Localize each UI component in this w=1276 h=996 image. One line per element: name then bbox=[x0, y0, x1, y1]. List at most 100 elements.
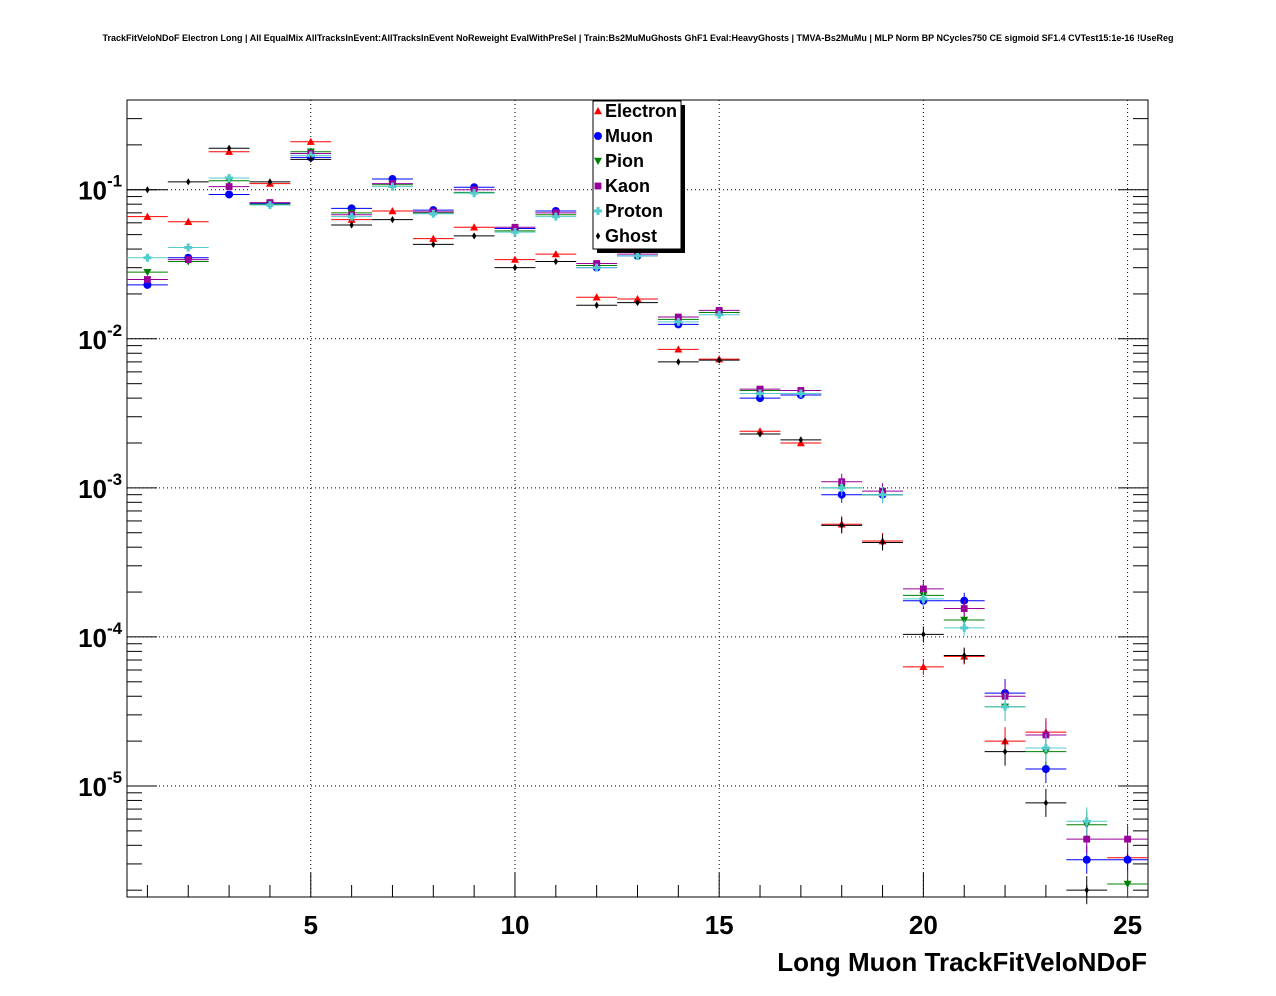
data-point bbox=[143, 212, 152, 220]
data-point bbox=[676, 358, 681, 366]
data-point bbox=[431, 240, 436, 248]
data-point bbox=[1123, 855, 1132, 864]
series-pion bbox=[127, 148, 1148, 899]
data-point bbox=[267, 178, 273, 186]
data-point bbox=[225, 183, 233, 190]
data-point bbox=[1082, 817, 1091, 826]
data-point bbox=[880, 538, 885, 547]
data-point bbox=[347, 212, 356, 221]
data-point bbox=[390, 216, 395, 224]
data-point bbox=[184, 243, 193, 252]
data-point bbox=[470, 189, 479, 198]
data-point bbox=[225, 190, 234, 199]
data-point bbox=[919, 662, 928, 671]
data-point bbox=[633, 294, 642, 303]
data-point bbox=[265, 201, 274, 210]
legend-marker-muon bbox=[594, 132, 602, 140]
data-point bbox=[635, 298, 640, 307]
chart-title: TrackFitVeloNDoF Electron Long | All Equ… bbox=[102, 33, 1174, 43]
y-tick-label: 10 bbox=[78, 325, 107, 355]
data-point bbox=[592, 293, 601, 301]
data-point bbox=[1082, 855, 1091, 864]
data-point bbox=[388, 207, 397, 215]
data-point bbox=[839, 521, 844, 530]
data-point bbox=[1083, 835, 1091, 843]
data-point bbox=[306, 151, 315, 160]
data-point bbox=[184, 256, 192, 263]
data-point bbox=[1041, 765, 1050, 774]
data-point bbox=[1043, 799, 1049, 807]
legend-entries: Electron Muon Pion Kaon Proton Ghost bbox=[594, 101, 677, 246]
legend-label-electron: Electron bbox=[605, 101, 677, 121]
legend-marker-electron bbox=[594, 107, 602, 115]
data-point bbox=[921, 630, 926, 638]
data-point bbox=[512, 264, 518, 272]
data-point bbox=[429, 234, 438, 242]
data-point bbox=[962, 651, 967, 660]
data-point bbox=[143, 253, 152, 262]
data-point bbox=[551, 250, 560, 258]
data-point bbox=[674, 313, 682, 321]
x-tick-label: 20 bbox=[909, 910, 938, 940]
x-tick-label: 10 bbox=[501, 910, 530, 940]
legend-marker-kaon bbox=[594, 182, 602, 190]
data-point bbox=[960, 605, 968, 612]
data-point bbox=[510, 255, 519, 263]
data-point bbox=[878, 490, 887, 499]
x-tick-label: 15 bbox=[705, 910, 734, 940]
data-point bbox=[511, 223, 519, 231]
data-point bbox=[757, 430, 763, 438]
data-point bbox=[674, 345, 683, 353]
x-tick-label: 5 bbox=[304, 910, 318, 940]
data-point bbox=[756, 389, 765, 398]
data-point bbox=[144, 276, 151, 283]
data-point bbox=[1002, 748, 1008, 756]
data-point bbox=[633, 251, 642, 260]
data-point bbox=[510, 228, 519, 237]
data-point bbox=[756, 385, 764, 393]
data-point bbox=[184, 217, 193, 225]
x-axis-label: Long Muon TrackFitVeloNDoF bbox=[777, 947, 1147, 977]
data-point bbox=[1124, 835, 1131, 843]
series-ghost bbox=[127, 144, 1108, 905]
data-point bbox=[715, 310, 724, 319]
data-point bbox=[919, 585, 927, 593]
data-point bbox=[429, 209, 438, 218]
data-point bbox=[226, 144, 232, 152]
series-muon bbox=[127, 153, 1148, 874]
data-point bbox=[388, 182, 397, 191]
data-point bbox=[1123, 880, 1132, 889]
x-tick-label: 25 bbox=[1113, 910, 1142, 940]
data-point bbox=[186, 178, 191, 186]
data-point bbox=[716, 356, 722, 364]
legend-marker-ghost bbox=[595, 232, 601, 240]
data-point bbox=[308, 155, 313, 163]
data-point bbox=[674, 317, 683, 326]
y-tick-exponent: -3 bbox=[107, 470, 122, 489]
legend-label-pion: Pion bbox=[605, 151, 644, 171]
data-point bbox=[1084, 886, 1089, 894]
y-tick-exponent: -4 bbox=[107, 619, 123, 638]
data-point bbox=[553, 257, 559, 266]
y-tick-label: 10 bbox=[78, 176, 107, 206]
y-tick-label: 10 bbox=[78, 623, 107, 653]
legend: Electron Muon Pion Kaon Proton Ghost bbox=[592, 100, 685, 253]
data-point bbox=[143, 268, 152, 277]
data-point bbox=[919, 594, 928, 603]
y-tick-exponent: -5 bbox=[107, 768, 122, 787]
data-point bbox=[145, 186, 150, 194]
data-point bbox=[470, 223, 479, 231]
data-point bbox=[798, 436, 804, 444]
data-point bbox=[551, 212, 560, 221]
data-point bbox=[593, 260, 601, 267]
legend-label-proton: Proton bbox=[605, 201, 663, 221]
data-point bbox=[349, 221, 354, 229]
data-point bbox=[471, 232, 477, 240]
y-tick-label: 10 bbox=[78, 772, 107, 802]
y-tick-exponent: -1 bbox=[107, 172, 122, 191]
data-point bbox=[225, 173, 234, 182]
legend-marker-proton bbox=[594, 207, 602, 215]
data-point bbox=[592, 263, 601, 272]
